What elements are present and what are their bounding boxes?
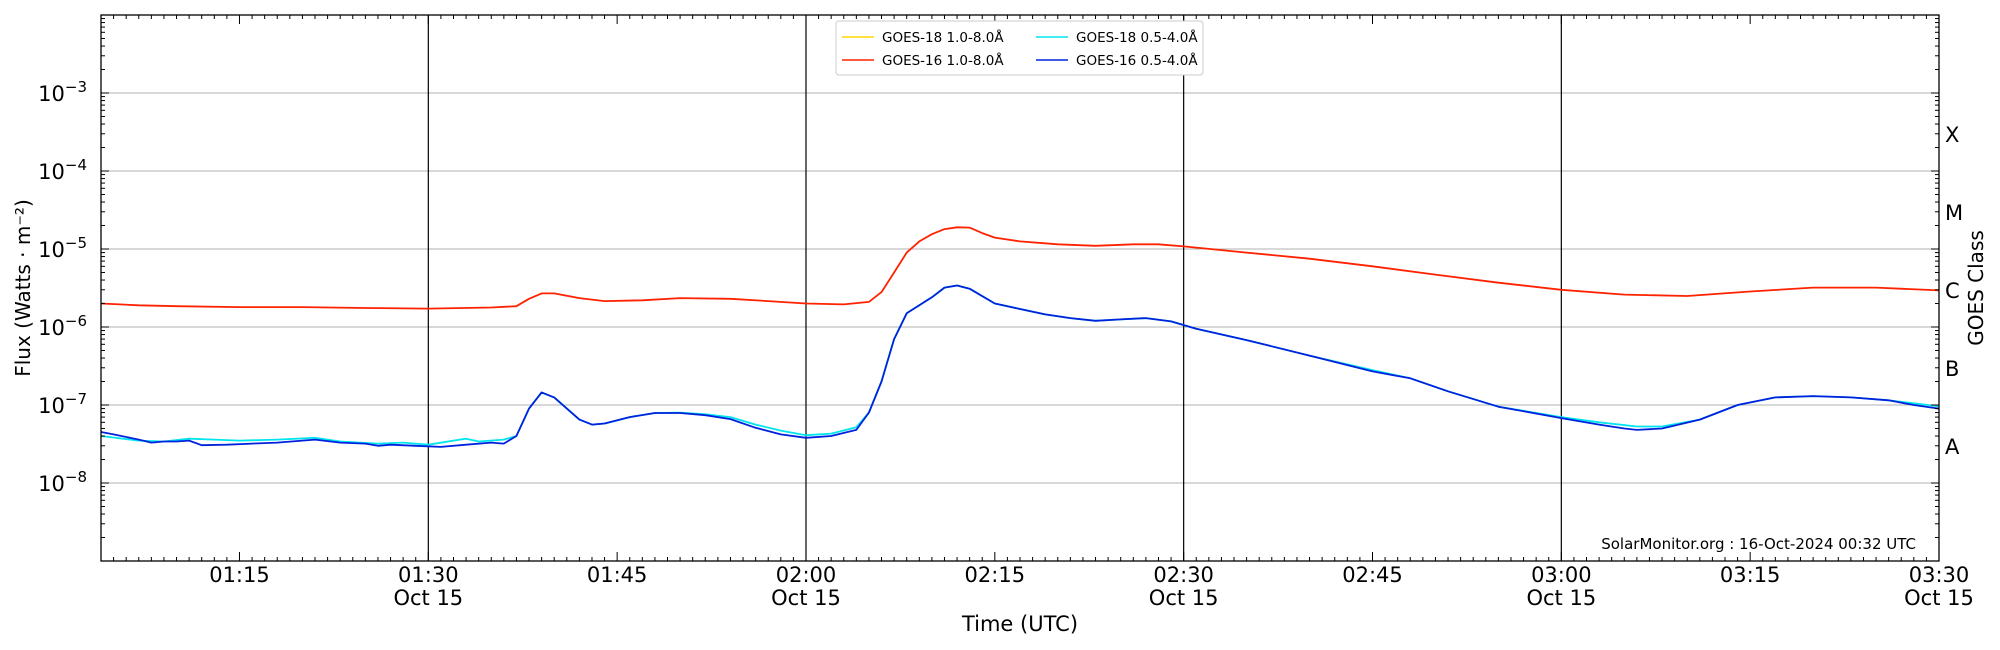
- x-tick-date-label: Oct 15: [771, 586, 841, 610]
- x-tick-label: 02:00: [776, 563, 837, 587]
- plot-frame: [100, 14, 1940, 562]
- legend-label: GOES-18 1.0-8.0Å: [882, 29, 1004, 46]
- y-tick-label: 10−4: [38, 156, 87, 184]
- goes-class-labels: A B C M X: [1945, 123, 1963, 459]
- x-tick-label: 01:45: [587, 563, 648, 587]
- goes-class-label: M: [1945, 201, 1963, 225]
- legend: GOES-18 1.0-8.0Å GOES-16 1.0-8.0Å GOES-18 …: [835, 20, 1204, 76]
- x-tick-label: 03:00: [1531, 563, 1592, 587]
- source-annotation: SolarMonitor.org : 16-Oct-2024 00:32 UTC: [1601, 535, 1916, 553]
- x-axis-title: Time (UTC): [961, 612, 1078, 636]
- x-tick-label: 03:15: [1720, 563, 1781, 587]
- day-boundary-lines: [427, 15, 1562, 561]
- axis-ticks: [100, 15, 1940, 562]
- x-tick-label: 02:45: [1342, 563, 1403, 587]
- legend-entries: GOES-18 1.0-8.0Å GOES-16 1.0-8.0Å GOES-18 …: [842, 29, 1198, 69]
- x-tick-label: 01:30: [398, 563, 459, 587]
- y-tick-labels: 10−3 10−4 10−5 10−6 10−7 10−8: [38, 78, 87, 496]
- x-tick-label: 01:15: [209, 563, 270, 587]
- y-tick-label: 10−6: [38, 312, 87, 340]
- x-tick-date-label: Oct 15: [393, 586, 463, 610]
- legend-box: [835, 20, 1204, 76]
- goes-class-label: B: [1945, 357, 1959, 381]
- x-tick-label: 02:30: [1153, 563, 1214, 587]
- y2-axis-title: GOES Class: [1964, 230, 1988, 346]
- legend-label: GOES-18 0.5-4.0Å: [1076, 29, 1198, 46]
- y-axis-title: Flux (Watts · m⁻²): [11, 199, 35, 377]
- x-tick-date-label: Oct 15: [1149, 586, 1219, 610]
- x-tick-date-label: Oct 15: [1526, 586, 1596, 610]
- x-tick-label: 03:30: [1909, 563, 1970, 587]
- series-lines: [100, 226, 1940, 448]
- y-tick-label: 10−8: [38, 468, 87, 496]
- y-tick-label: 10−3: [38, 78, 87, 106]
- x-tick-date-label: Oct 15: [1904, 586, 1974, 610]
- series-line-goes-16-0-5-4-0: [100, 284, 1940, 448]
- y-tick-label: 10−7: [38, 390, 87, 418]
- y-tick-label: 10−5: [38, 234, 87, 262]
- goes-class-label: C: [1945, 279, 1960, 303]
- legend-label: GOES-16 0.5-4.0Å: [1076, 52, 1198, 69]
- goes-class-label: A: [1945, 435, 1960, 459]
- goes-class-label: X: [1945, 123, 1959, 147]
- x-tick-label: 02:15: [965, 563, 1026, 587]
- legend-label: GOES-16 1.0-8.0Å: [882, 52, 1004, 69]
- grid-lines: [101, 92, 1939, 484]
- series-line-goes-16-1-0-8-0: [100, 226, 1940, 310]
